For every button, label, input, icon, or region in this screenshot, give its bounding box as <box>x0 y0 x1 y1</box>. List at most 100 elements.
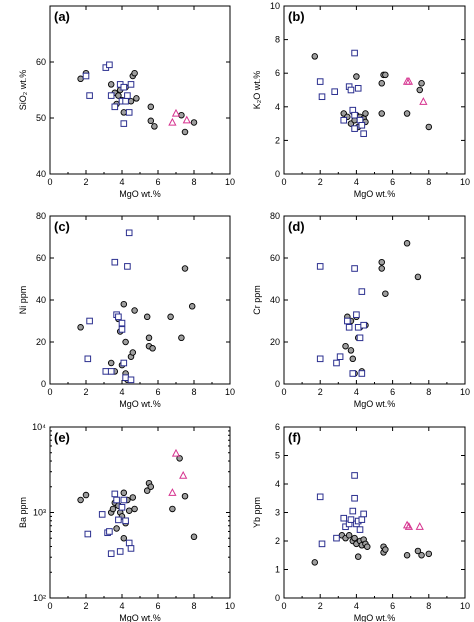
circle-point <box>115 92 122 99</box>
circle-point <box>362 110 369 117</box>
square-point <box>360 130 367 137</box>
x-tick-label: 0 <box>47 387 52 397</box>
x-tick-label: 10 <box>460 177 470 187</box>
square-point <box>351 49 358 57</box>
square-point <box>316 493 324 501</box>
square-point <box>356 526 364 533</box>
square-point <box>351 265 358 272</box>
x-tick-label: 4 <box>119 387 124 397</box>
y-tick-label: 0 <box>275 169 280 179</box>
circle-point <box>403 552 411 559</box>
x-tick-label: 8 <box>191 601 196 611</box>
circle-point <box>122 338 129 346</box>
square-point <box>98 511 106 518</box>
circle-point <box>178 111 185 119</box>
x-tick-label: 6 <box>390 177 395 187</box>
square-point <box>347 86 355 94</box>
triangle-point <box>402 520 412 529</box>
y-tick-label: 60 <box>36 253 46 263</box>
y-axis-title: K₂O wt.% <box>252 71 262 110</box>
circle-point <box>181 265 189 272</box>
triangle-point <box>404 76 414 85</box>
square-point <box>351 472 358 479</box>
circle-point <box>416 86 424 94</box>
circle-point <box>378 265 385 272</box>
panel-label: (b) <box>288 9 305 24</box>
y-tick-label: 4 <box>275 479 280 489</box>
y-tick-label: 10⁴ <box>32 422 46 432</box>
y-tick-label: 60 <box>270 253 280 263</box>
square-point <box>118 319 126 327</box>
x-tick-label: 6 <box>155 601 160 611</box>
x-tick-label: 4 <box>354 177 359 187</box>
square-point <box>115 313 122 321</box>
square-point <box>118 504 126 511</box>
triangle-point <box>168 117 177 126</box>
circle-point <box>190 119 198 126</box>
square-point <box>127 376 135 384</box>
square-point <box>102 368 110 375</box>
circle-point <box>178 334 185 342</box>
y-axis-title: Cr ppm <box>252 285 262 315</box>
circle-point <box>77 324 84 331</box>
x-axis-title: MgO wt.% <box>354 189 396 199</box>
square-point <box>333 359 340 367</box>
square-point <box>316 78 324 85</box>
square-point <box>84 530 92 538</box>
circle-point <box>418 80 425 87</box>
square-point <box>316 355 324 363</box>
triangle-point <box>179 470 188 479</box>
circle-point <box>403 240 411 247</box>
circle-point <box>188 303 196 310</box>
square-point <box>120 120 128 127</box>
circle-point <box>425 550 433 558</box>
x-tick-label: 4 <box>354 601 359 611</box>
square-point <box>122 97 129 105</box>
chart-panel-4: 0 2 4 6 8 10 0 20 40 60 80 MgO wt.% Cr ppm (d) <box>252 211 470 409</box>
square-point <box>107 550 115 557</box>
square-point <box>351 111 358 119</box>
chart-panel-6: 0 2 4 6 8 10 0 1 2 3 4 5 6 MgO wt.% Yb ppm (f) <box>252 422 470 622</box>
square-point <box>349 370 357 377</box>
circle-point <box>125 507 133 514</box>
square-point <box>106 61 113 69</box>
y-tick-label: 40 <box>36 169 46 179</box>
triangle-point <box>415 522 424 530</box>
square-point <box>84 355 92 363</box>
circle-point <box>364 543 371 550</box>
square-point <box>351 494 358 502</box>
square-point <box>120 496 128 504</box>
y-tick-label: 4 <box>275 102 280 112</box>
circle-point <box>147 483 155 491</box>
square-point <box>349 507 357 515</box>
x-tick-label: 0 <box>281 601 286 611</box>
circle-point <box>190 533 198 541</box>
square-point <box>354 85 362 92</box>
plot-frame <box>283 426 466 599</box>
y-tick-label: 40 <box>36 295 46 305</box>
circle-point <box>382 546 389 553</box>
x-tick-label: 10 <box>460 601 470 611</box>
x-tick-label: 6 <box>390 601 395 611</box>
triangle-point <box>171 108 181 117</box>
chart-panel-3: 0 2 4 6 8 10 0 20 40 60 80 MgO wt.% Ni ppm (c) <box>18 211 235 409</box>
square-point <box>111 103 119 111</box>
circle-point <box>143 487 151 494</box>
circle-point <box>77 75 84 83</box>
square-point <box>111 258 119 266</box>
square-point <box>125 539 133 547</box>
x-tick-label: 10 <box>225 177 235 187</box>
panel-label: (d) <box>288 219 305 234</box>
x-axis-title: MgO wt.% <box>354 613 396 622</box>
y-tick-label: 20 <box>36 337 46 347</box>
y-tick-label: 40 <box>270 295 280 305</box>
x-tick-label: 4 <box>354 387 359 397</box>
circle-point <box>181 128 189 136</box>
circle-point <box>131 69 138 77</box>
square-point <box>111 490 119 498</box>
square-point <box>120 83 128 91</box>
circle-point <box>378 110 385 117</box>
square-point <box>358 516 366 523</box>
circle-point <box>82 491 90 499</box>
circle-point <box>167 313 174 321</box>
